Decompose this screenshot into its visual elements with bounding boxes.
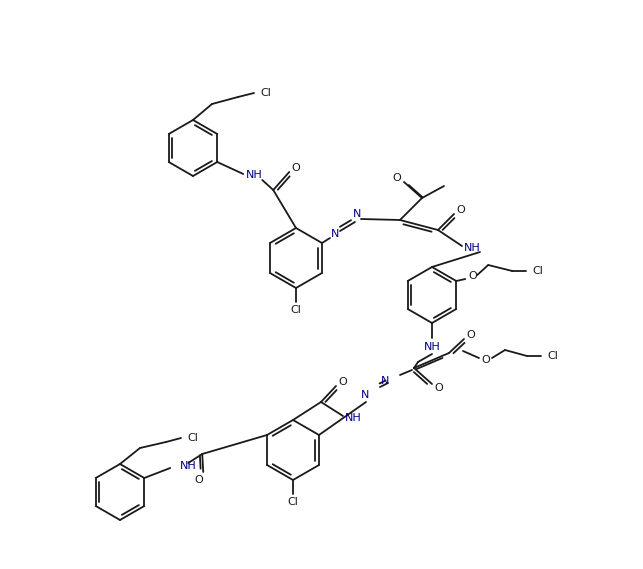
Text: N: N <box>381 376 389 386</box>
Text: O: O <box>195 475 204 485</box>
Text: Cl: Cl <box>291 305 302 315</box>
Text: O: O <box>435 383 444 393</box>
Text: Cl: Cl <box>548 351 558 361</box>
Text: Cl: Cl <box>287 497 298 507</box>
Text: N: N <box>353 209 361 219</box>
Text: Cl: Cl <box>188 433 199 443</box>
Text: N: N <box>331 229 339 239</box>
Text: O: O <box>393 173 401 183</box>
Text: NH: NH <box>464 243 480 253</box>
Text: N: N <box>361 390 369 400</box>
Text: O: O <box>339 377 347 387</box>
Text: NH: NH <box>246 170 262 180</box>
Text: NH: NH <box>345 413 361 423</box>
Text: O: O <box>482 355 491 365</box>
Text: O: O <box>292 163 301 173</box>
Text: O: O <box>469 271 478 281</box>
Text: NH: NH <box>424 342 440 352</box>
Text: O: O <box>467 330 475 340</box>
Text: O: O <box>457 205 466 215</box>
Text: NH: NH <box>180 461 197 471</box>
Text: Cl: Cl <box>260 88 271 98</box>
Text: Cl: Cl <box>533 266 544 276</box>
